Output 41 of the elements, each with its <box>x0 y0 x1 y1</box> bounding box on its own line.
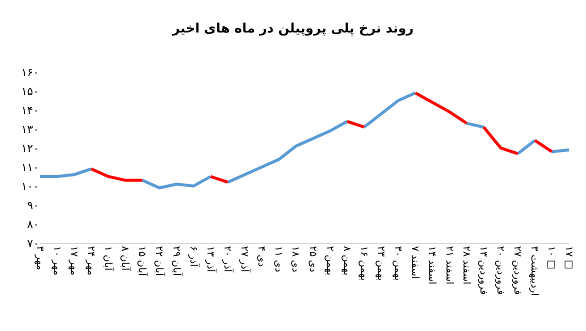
x-tick-label: ۲۱ اسفند <box>443 246 454 284</box>
x-tick-label: ۲۳ بهمن <box>375 246 386 281</box>
x-tick-label: ۲۴ مهر <box>84 246 96 276</box>
x-tick-label: ۷ اسفند <box>409 246 420 280</box>
x-tick-label: ۱۰ □ <box>546 246 557 270</box>
x-tick-label: ۱۶ بهمن <box>358 246 369 281</box>
y-tick-label: ۹۰ <box>27 198 39 212</box>
x-tick-label: ۲۵ دی <box>306 246 318 272</box>
x-tick-label: ۲۹ آبان <box>170 246 184 278</box>
y-tick-label: ۱۰۰ <box>21 180 39 193</box>
y-tick-label: ۱۲۰ <box>21 142 39 155</box>
x-tick-label: ۱۸ دی <box>290 246 301 272</box>
x-tick-label: ۲۷ آذر <box>238 246 252 274</box>
x-tick-label: ۱۱ دی <box>272 246 284 272</box>
x-tick-label: ۲۸ اسفند <box>460 246 472 284</box>
x-tick-label: ۶ آذر <box>187 246 200 268</box>
x-tick-label: ۳۰ بهمن <box>392 246 404 281</box>
x-tick-label: ۸ بهمن <box>340 246 352 276</box>
x-tick-label: ۲۰ آذر <box>221 246 234 274</box>
x-tick-label: ۱۳ آذر <box>204 246 218 274</box>
x-tick-label: ۲۷ فروردین <box>512 246 523 295</box>
x-tick-label: ۱۰ مهر <box>50 246 62 276</box>
x-tick-label: ۳ اردیبهشت <box>528 246 540 296</box>
x-tick-label: ۴ دی <box>256 246 267 267</box>
y-tick-label: ۱۳۰ <box>21 122 39 136</box>
y-tick-label: ۱۱۰ <box>21 160 39 174</box>
x-tick-label: ۲۲ آبان <box>153 246 166 278</box>
y-tick-label: ۱۴۰ <box>21 104 39 117</box>
chart-title: روند نرخ پلی پروپیلن در ماه های اخیر <box>171 21 414 36</box>
x-tick-label: ۲ بهمن <box>324 246 335 276</box>
y-tick-label: ۱۶۰ <box>21 66 39 79</box>
x-tick-label: ۱۷ □ <box>562 246 574 270</box>
x-tick-label: ۱ آبان <box>102 246 116 272</box>
y-tick-label: ۱۵۰ <box>21 84 39 98</box>
x-tick-label: ۱۴ اسفند <box>426 246 438 284</box>
x-tick-label: ۱۳ فروردین <box>477 246 488 295</box>
x-tick-label: ۲۰ فروردین <box>494 246 506 295</box>
x-tick-label: ۱۵ آبان <box>136 246 150 278</box>
y-tick-label: ۸۰ <box>27 218 39 231</box>
x-tick-label: ۱۷ مهر <box>68 246 79 276</box>
x-tick-label: ۸ آبان <box>119 246 132 272</box>
